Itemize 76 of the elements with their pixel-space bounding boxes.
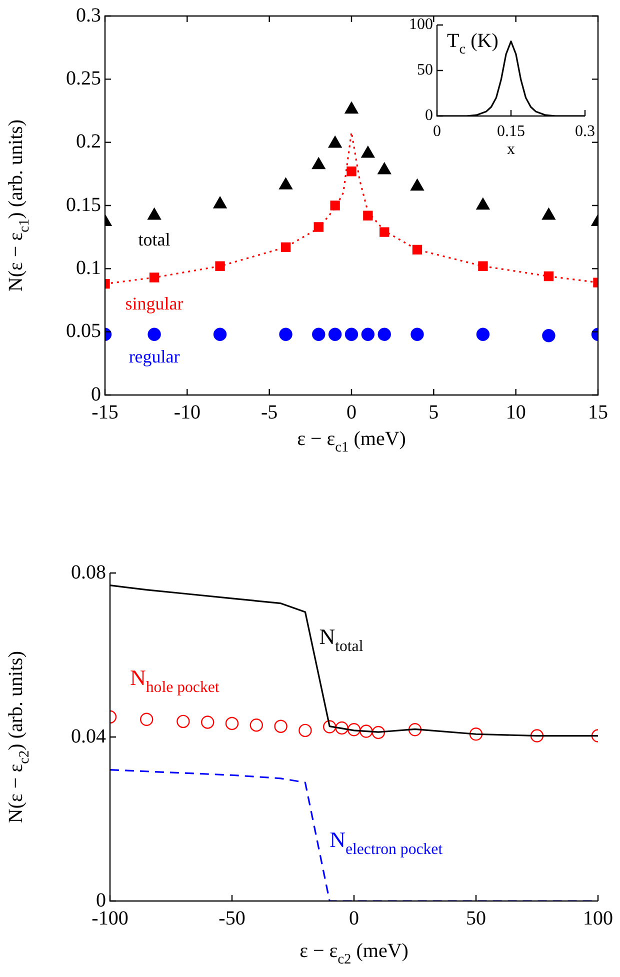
point: [378, 162, 392, 174]
y-tick-label: 0.25: [66, 67, 101, 90]
point: [542, 329, 556, 342]
point: [280, 242, 291, 252]
point: [323, 720, 336, 734]
point: [380, 227, 390, 237]
point: [314, 222, 324, 232]
point: [344, 328, 358, 341]
point: [410, 178, 424, 191]
x-tick-label: -50: [218, 907, 246, 930]
point: [378, 328, 391, 341]
y-tick-label: 50: [417, 62, 433, 79]
point: [148, 208, 161, 220]
y-tick-label: 0.2: [76, 130, 101, 153]
point: [279, 178, 292, 190]
x-tick-label: -10: [174, 401, 201, 424]
point: [361, 146, 375, 158]
point: [312, 157, 326, 170]
point: [330, 200, 340, 210]
series-label: regular: [128, 346, 180, 366]
point: [312, 328, 326, 341]
point: [298, 724, 312, 738]
point: [176, 714, 190, 728]
point: [328, 136, 342, 148]
point: [213, 328, 227, 341]
point: [476, 198, 490, 210]
point: [469, 728, 483, 741]
point: [279, 328, 292, 341]
point: [201, 716, 214, 729]
x-axis-title: x: [507, 141, 515, 158]
point: [328, 328, 342, 341]
point: [213, 196, 227, 208]
y-tick-label: 0.15: [66, 194, 101, 216]
y-axis-title: N(ε − εc1) (arb. units): [5, 119, 32, 292]
x-tick-label: 10: [506, 401, 526, 424]
point: [410, 328, 424, 341]
point: [140, 712, 154, 726]
y-axis-title: N(ε − εc2) (arb. units): [5, 650, 32, 824]
series-label: singular: [125, 294, 184, 314]
point: [347, 723, 361, 736]
x-tick-label: 50: [466, 907, 486, 930]
y-tick-label: 0: [425, 107, 433, 124]
point: [476, 328, 490, 341]
point: [530, 729, 544, 742]
point: [344, 102, 358, 114]
point: [335, 721, 348, 735]
point: [225, 716, 239, 730]
x-tick-label: 0.15: [497, 122, 525, 140]
point: [360, 724, 373, 738]
y-tick-label: 0.04: [71, 725, 106, 748]
point: [250, 718, 263, 732]
y-tick-label: 0.1: [76, 256, 101, 279]
y-tick-label: 100: [409, 16, 433, 34]
point: [478, 261, 488, 271]
series-label: total: [138, 230, 170, 250]
point: [148, 328, 161, 341]
x-tick-label: 0.3: [575, 122, 595, 140]
point: [215, 261, 225, 271]
x-tick-label: 5: [428, 401, 439, 424]
x-tick-label: 0: [349, 907, 359, 930]
point: [372, 726, 385, 740]
point: [274, 720, 288, 733]
y-tick-label: 0.3: [76, 4, 101, 26]
y-tick-label: 0.05: [66, 320, 101, 342]
point: [408, 723, 422, 736]
x-tick-label: 15: [588, 401, 608, 424]
point: [544, 271, 554, 282]
x-tick-label: -5: [260, 401, 278, 424]
point: [363, 210, 373, 220]
x-tick-label: 100: [583, 907, 613, 930]
point: [542, 208, 556, 220]
point: [149, 272, 160, 282]
point: [412, 244, 422, 255]
y-tick-label: 0.08: [71, 561, 106, 584]
x-tick-label: 0: [346, 401, 356, 424]
point: [361, 328, 375, 341]
